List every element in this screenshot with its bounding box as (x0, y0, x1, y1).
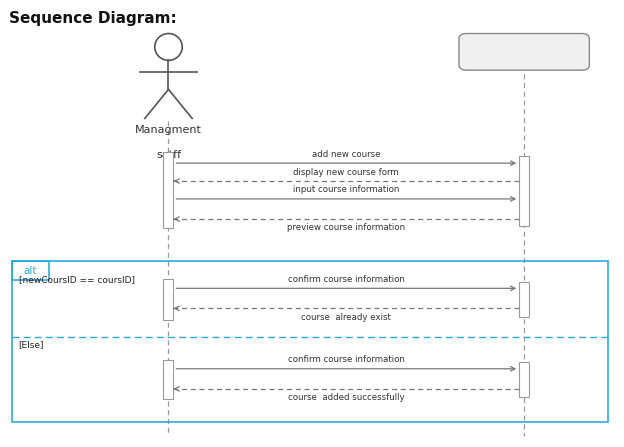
Text: [newCoursID == coursID]: [newCoursID == coursID] (19, 275, 135, 284)
Text: add new courses: add new courses (480, 47, 568, 57)
Bar (519, 362, 529, 397)
Text: confirm course information: confirm course information (288, 355, 405, 364)
Text: alt: alt (24, 266, 37, 276)
Text: Sequence Diagram:: Sequence Diagram: (9, 11, 177, 26)
Bar (519, 282, 529, 317)
Bar (163, 152, 173, 228)
Text: add new course: add new course (312, 150, 381, 159)
Bar (163, 360, 173, 399)
Bar (519, 156, 529, 226)
Bar (163, 279, 173, 320)
Text: preview course information: preview course information (287, 224, 406, 232)
Text: satff: satff (156, 150, 181, 160)
FancyBboxPatch shape (459, 34, 589, 70)
Text: [Else]: [Else] (19, 341, 44, 350)
Text: course  already exist: course already exist (301, 313, 391, 322)
Bar (12, 261, 49, 280)
Text: input course information: input course information (293, 186, 399, 194)
Text: confirm course information: confirm course information (288, 275, 405, 284)
Text: Managment: Managment (135, 125, 202, 135)
Text: course  added successfully: course added successfully (288, 393, 404, 402)
Text: display new course form: display new course form (293, 168, 399, 177)
Bar (12, 261, 608, 422)
